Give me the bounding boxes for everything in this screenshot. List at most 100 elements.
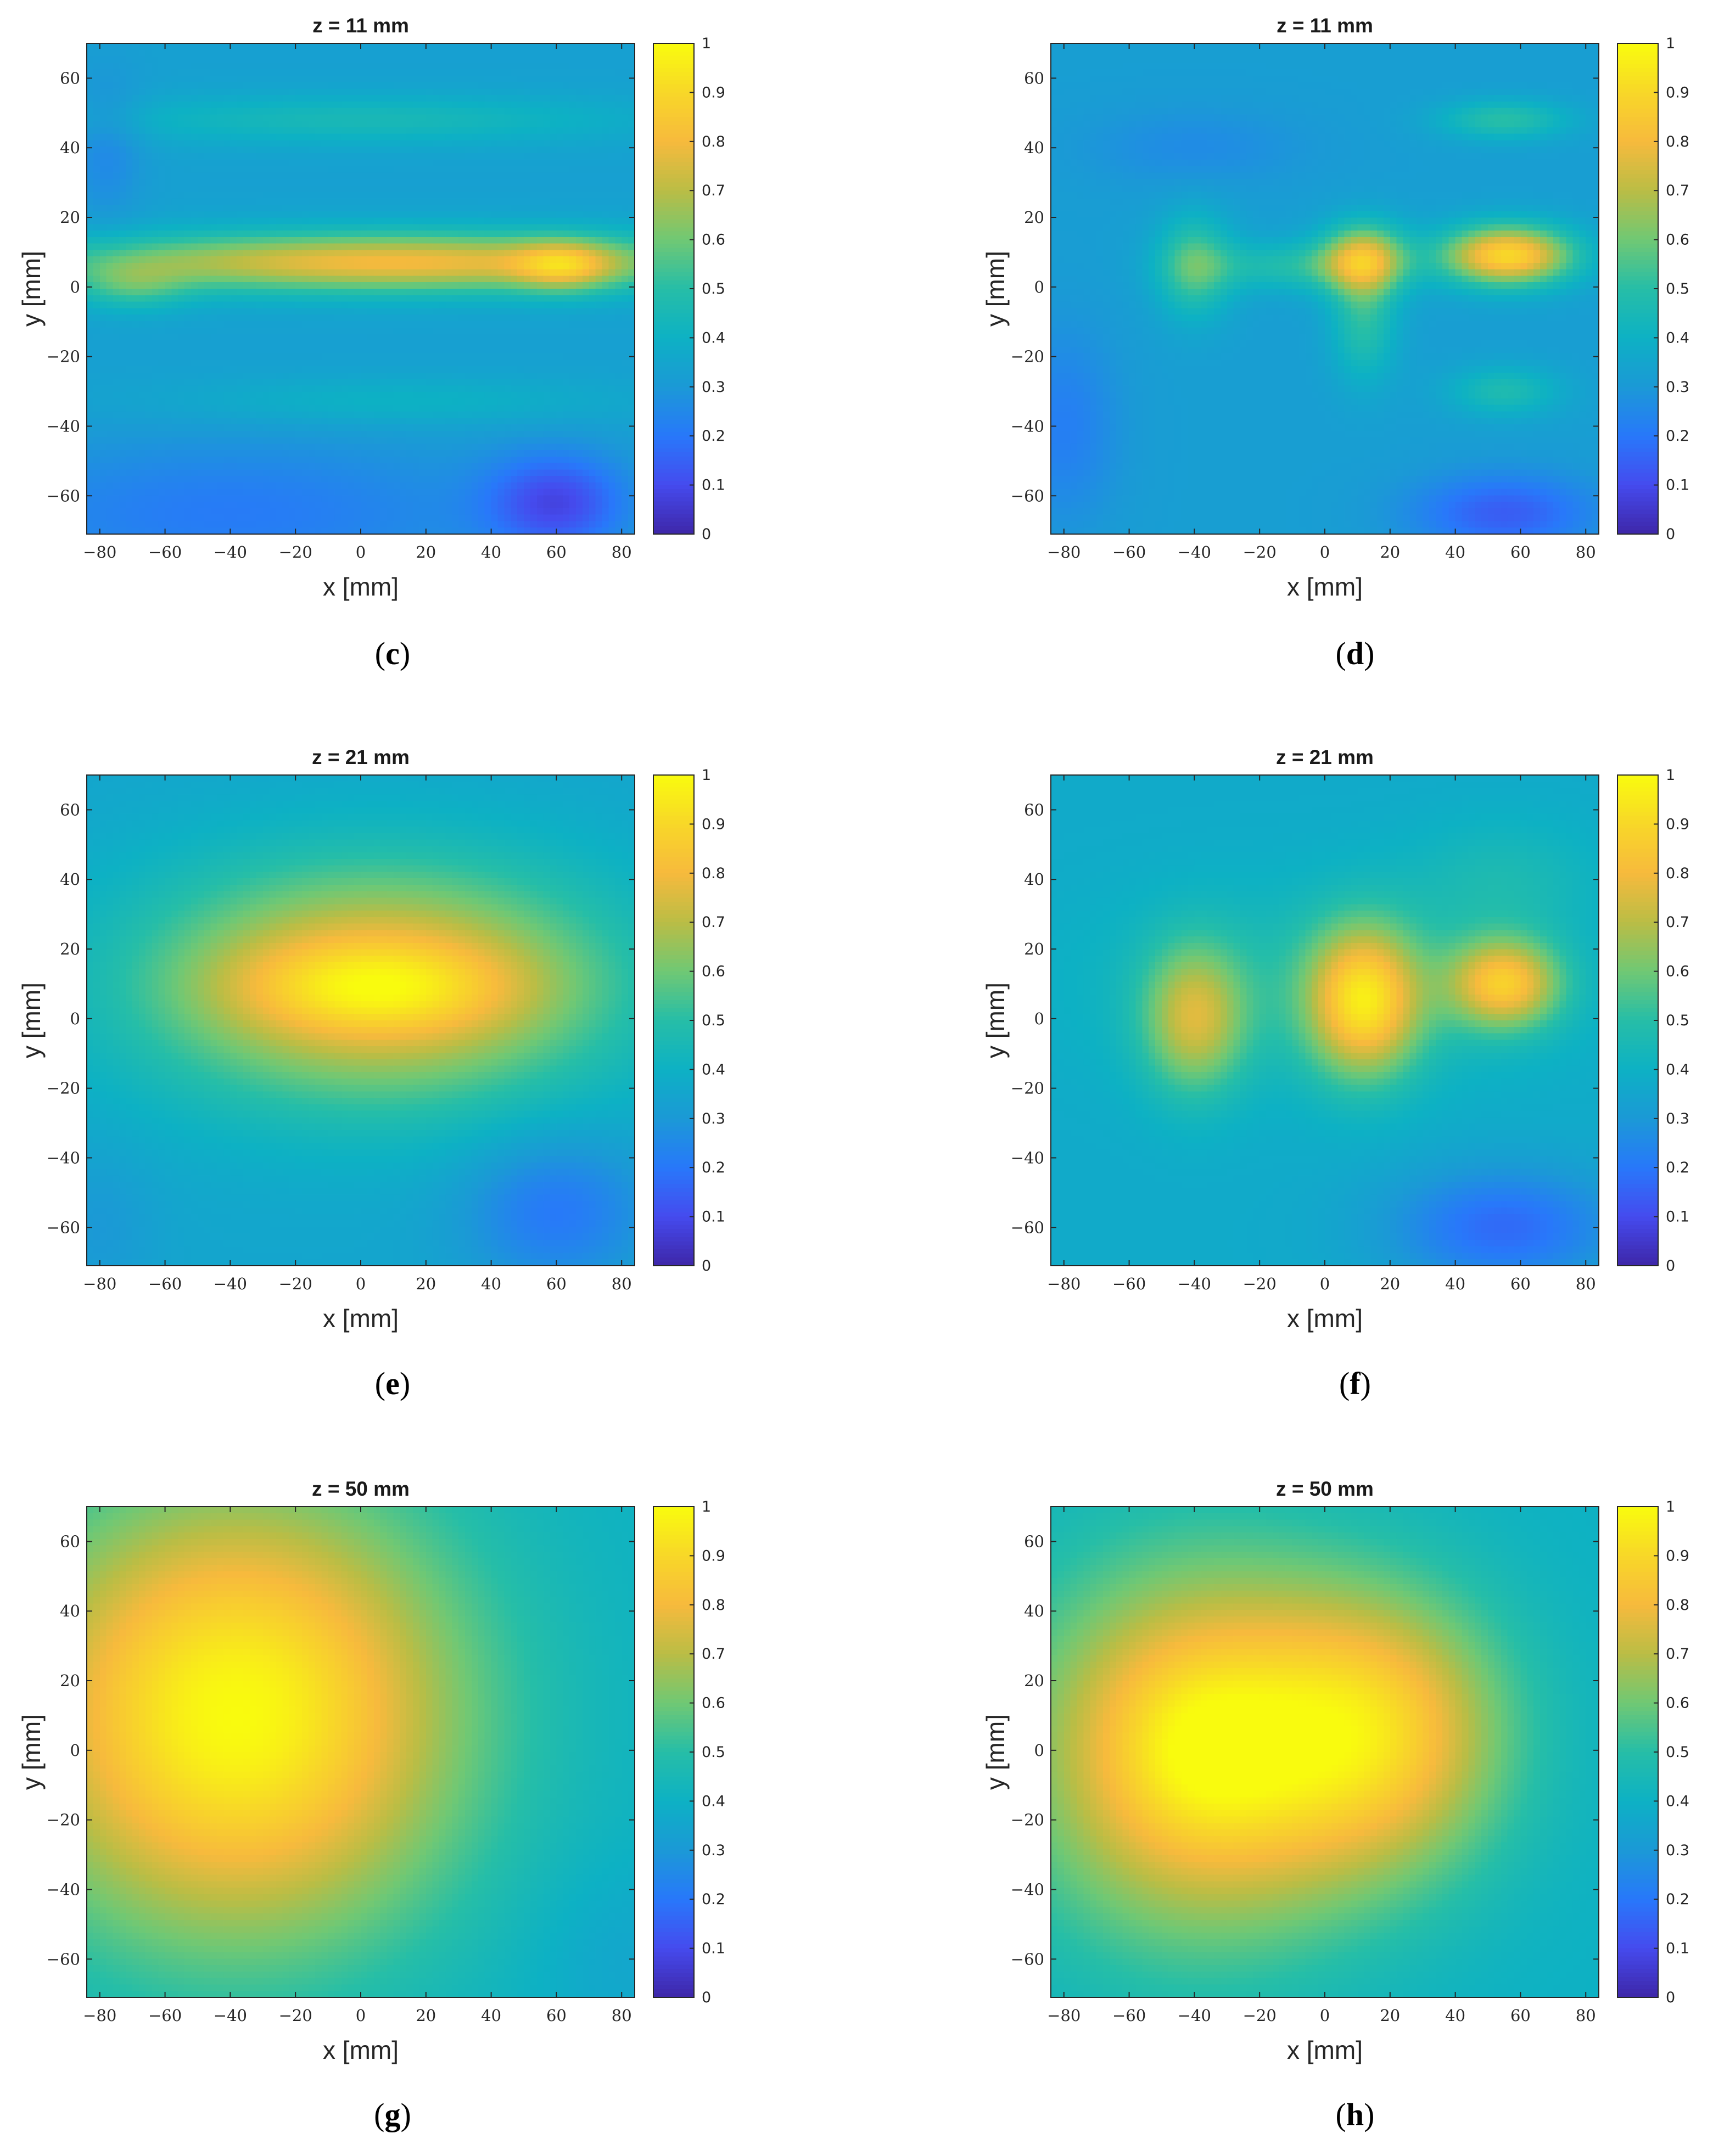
heatmap-cell	[184, 211, 192, 218]
heatmap-cell	[354, 82, 361, 89]
heatmap-cell	[472, 270, 479, 277]
heatmap-cell	[530, 179, 538, 186]
heatmap-cell	[367, 57, 374, 64]
heatmap-cell	[315, 179, 322, 186]
heatmap-cell	[615, 153, 622, 160]
heatmap-cell	[439, 289, 446, 296]
heatmap-cell	[211, 289, 218, 296]
heatmap-cell	[406, 69, 413, 76]
heatmap-cell	[348, 250, 355, 257]
heatmap-cell	[322, 69, 329, 76]
heatmap-cell	[374, 231, 381, 238]
heatmap-cell	[322, 270, 329, 277]
heatmap-cell	[530, 121, 538, 128]
heatmap-cell	[211, 108, 218, 115]
heatmap-cell	[322, 50, 329, 57]
heatmap-cell	[583, 57, 590, 64]
heatmap-cell	[334, 76, 342, 83]
heatmap-cell	[491, 95, 499, 102]
heatmap-cell	[478, 114, 485, 121]
heatmap-cell	[550, 256, 557, 263]
heatmap-cell	[563, 134, 570, 141]
heatmap-cell	[472, 108, 479, 115]
heatmap-cell	[295, 57, 303, 64]
heatmap-cell	[596, 95, 603, 102]
heatmap-cell	[602, 231, 609, 238]
heatmap-cell	[341, 57, 348, 64]
heatmap-cell	[550, 192, 557, 199]
heatmap-cell	[608, 147, 615, 154]
heatmap-cell	[576, 205, 583, 212]
heatmap-cell	[576, 231, 583, 238]
heatmap-cell	[217, 276, 225, 283]
heatmap-cell	[465, 153, 472, 160]
heatmap-cell	[544, 153, 551, 160]
heatmap-cell	[204, 276, 211, 283]
heatmap-cell	[315, 63, 322, 70]
heatmap-cell	[165, 205, 172, 212]
heatmap-cell	[282, 43, 289, 50]
heatmap-cell	[530, 205, 538, 212]
heatmap-cell	[576, 43, 583, 50]
heatmap-cell	[530, 198, 538, 205]
heatmap-cell	[569, 140, 576, 147]
heatmap-cell	[608, 88, 615, 96]
heatmap-cell	[315, 282, 322, 289]
heatmap-cell	[628, 186, 635, 193]
heatmap-cell	[184, 270, 192, 277]
heatmap-cell	[204, 211, 211, 218]
heatmap-cell	[152, 43, 159, 50]
heatmap-cell	[400, 121, 407, 128]
heatmap-cell	[472, 192, 479, 199]
heatmap-cell	[517, 218, 524, 225]
heatmap-cell	[354, 276, 361, 283]
heatmap-cell	[230, 69, 237, 76]
heatmap-cell	[400, 82, 407, 89]
heatmap-cell	[576, 140, 583, 147]
heatmap-cell	[622, 289, 629, 296]
heatmap-cell	[537, 276, 544, 283]
heatmap-cell	[256, 63, 264, 70]
heatmap-cell	[256, 134, 264, 141]
heatmap-cell	[139, 218, 146, 225]
heatmap-cell	[165, 95, 172, 102]
heatmap-cell	[328, 114, 335, 121]
heatmap-cell	[107, 102, 114, 109]
heatmap-cell	[400, 244, 407, 251]
heatmap-cell	[263, 121, 270, 128]
heatmap-cell	[243, 282, 250, 289]
heatmap-cell	[113, 289, 120, 296]
heatmap-cell	[276, 166, 283, 173]
heatmap-cell	[302, 270, 309, 277]
heatmap-cell	[608, 140, 615, 147]
heatmap-cell	[393, 198, 400, 205]
heatmap-cell	[171, 218, 178, 225]
heatmap-cell	[119, 179, 126, 186]
heatmap-cell	[152, 276, 159, 283]
heatmap-cell	[426, 172, 433, 179]
heatmap-cell	[289, 153, 296, 160]
heatmap-cell	[544, 179, 551, 186]
heatmap-cell	[569, 250, 576, 257]
heatmap-cell	[152, 108, 159, 115]
heatmap-cell	[184, 88, 192, 96]
heatmap-cell	[445, 57, 452, 64]
heatmap-cell	[628, 69, 635, 76]
heatmap-cell	[452, 192, 459, 199]
heatmap-cell	[589, 76, 596, 83]
heatmap-cell	[178, 108, 185, 115]
heatmap-cell	[224, 88, 231, 96]
heatmap-cell	[608, 114, 615, 121]
heatmap-cell	[237, 82, 244, 89]
heatmap-cell	[478, 82, 485, 89]
heatmap-cell	[87, 237, 94, 244]
heatmap-cell	[537, 50, 544, 57]
heatmap-cell	[426, 95, 433, 102]
heatmap-cell	[87, 179, 94, 186]
heatmap-cell	[334, 108, 342, 115]
heatmap-cell	[126, 160, 133, 167]
heatmap-cell	[165, 186, 172, 193]
heatmap-cell	[615, 95, 622, 102]
heatmap-cell	[113, 50, 120, 57]
heatmap-cell	[341, 153, 348, 160]
